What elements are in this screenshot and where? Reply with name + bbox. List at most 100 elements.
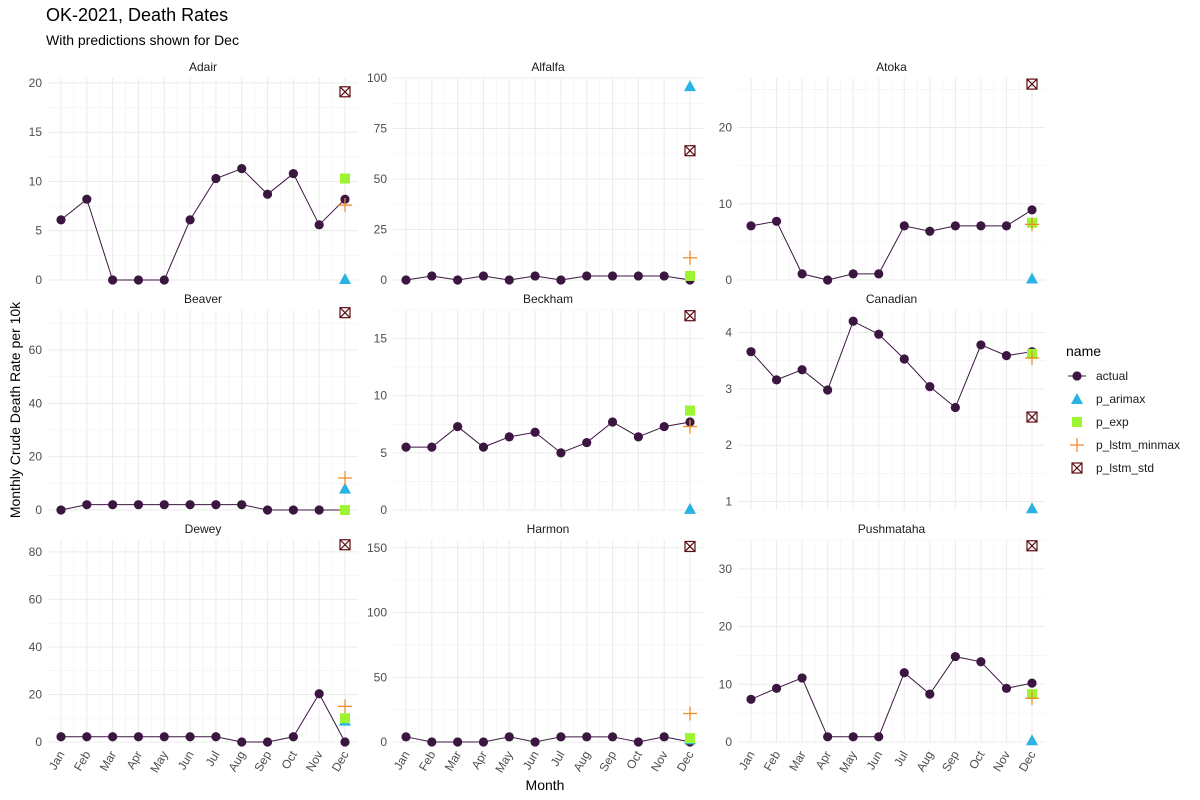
panel-title: Pushmataha (858, 522, 926, 536)
actual-point (899, 221, 909, 231)
actual-point (1027, 678, 1037, 688)
actual-point (401, 275, 411, 285)
y-tick-label: 20 (29, 76, 43, 90)
actual-point (185, 215, 195, 225)
x-tick-label: Sep (939, 748, 962, 774)
actual-point (262, 505, 273, 515)
p_arimax-point (339, 482, 351, 494)
actual-point (659, 271, 669, 281)
p_arimax-point (339, 273, 351, 285)
actual-point (771, 683, 782, 693)
panel-beckham: 0 5 10 15 Beckham (374, 292, 703, 517)
y-tick-label: 0 (35, 735, 42, 749)
actual-point (237, 164, 247, 174)
panel-pushmataha: 0 10 20 30 Pushmataha Jan Feb Mar Apr May Jun Jul Au… (719, 522, 1045, 775)
panel-harmon: 0 50 100 150 Harmon Jan Feb Mar Apr May Jun Jul Aug S… (367, 522, 703, 775)
actual-point (133, 275, 144, 285)
y-tick-label: 25 (374, 223, 388, 237)
actual-point (288, 505, 298, 515)
y-tick-label: 5 (35, 224, 42, 238)
x-tick-label: Jul (891, 749, 911, 769)
actual-point (453, 737, 463, 747)
y-tick-label: 0 (380, 735, 387, 749)
y-tick-label: 4 (725, 326, 732, 340)
actual-point (607, 271, 618, 281)
actual-point (950, 651, 960, 662)
panel-title: Canadian (866, 292, 917, 306)
y-tick-label: 15 (374, 332, 388, 346)
x-tick-label: Feb (761, 748, 784, 773)
y-tick-label: 60 (29, 343, 43, 357)
y-tick-label: 100 (367, 606, 387, 620)
x-tick-label: Mar (97, 749, 119, 774)
p_exp-point (340, 173, 350, 184)
legend-key-p_exp (1072, 417, 1082, 427)
x-tick-label: Apr (469, 749, 490, 772)
x-tick-label: Jan (391, 749, 413, 773)
actual-point (556, 275, 566, 285)
y-tick-label: 100 (367, 71, 387, 85)
p_lstm_std-point (684, 540, 696, 553)
x-tick-label: Feb (71, 748, 94, 773)
legend: name actual p_arimax p_exp p_lstm_minmax p_ls… (1066, 343, 1180, 475)
actual-point (108, 500, 118, 510)
actual-point (1001, 351, 1012, 361)
panel-alfalfa: 0 25 50 75 100 Alfalfa (367, 60, 703, 287)
p_arimax-point (684, 80, 696, 92)
x-tick-label: May (147, 749, 170, 776)
x-tick-label: Mar (786, 749, 808, 774)
actual-point (823, 732, 833, 742)
actual-point (288, 168, 298, 179)
actual-point (427, 271, 437, 281)
p_lstm_std-point (1026, 411, 1038, 423)
legend-key-actual (1072, 371, 1082, 381)
actual-point (950, 402, 960, 413)
actual-point (607, 417, 618, 427)
p_lstm_std-point (684, 310, 696, 322)
actual-point (976, 657, 986, 667)
actual-line (60, 168, 346, 281)
actual-point (746, 694, 756, 704)
y-tick-label: 2 (725, 438, 732, 452)
actual-point (556, 448, 566, 458)
actual-point (771, 375, 782, 385)
panel-adair: 0 5 10 15 20 Adair (29, 60, 358, 287)
actual-point (607, 732, 618, 742)
legend-label: actual (1096, 369, 1128, 383)
y-tick-label: 0 (380, 503, 387, 517)
legend-item-p_lstm_minmax: p_lstm_minmax (1070, 438, 1180, 452)
actual-point (314, 505, 324, 515)
actual-point (133, 732, 144, 742)
chart-title: OK-2021, Death Rates (46, 5, 229, 25)
actual-point (848, 732, 858, 742)
y-tick-label: 20 (719, 620, 733, 634)
actual-point (848, 316, 858, 326)
actual-point (633, 271, 643, 281)
x-tick-label: Apr (813, 749, 834, 772)
y-tick-label: 50 (374, 670, 388, 684)
actual-point (262, 737, 273, 747)
actual-point (314, 689, 324, 699)
actual-point (159, 275, 169, 285)
actual-point (82, 732, 92, 742)
actual-line (406, 421, 691, 454)
y-tick-label: 10 (719, 677, 733, 691)
y-tick-label: 40 (29, 640, 43, 654)
x-tick-label: May (836, 749, 859, 776)
actual-point (185, 500, 195, 510)
actual-point (874, 329, 884, 339)
x-tick-label: Aug (571, 749, 594, 774)
p_lstm_minmax-point (683, 419, 697, 434)
actual-point (659, 732, 669, 742)
x-tick-label: Oct (624, 748, 646, 772)
y-tick-label: 30 (719, 562, 733, 576)
actual-point (211, 173, 221, 184)
chart-subtitle: With predictions shown for Dec (46, 32, 239, 48)
actual-point (530, 271, 540, 281)
y-tick-label: 15 (29, 125, 43, 139)
actual-point (746, 347, 756, 357)
actual-point (797, 365, 807, 375)
actual-point (976, 221, 986, 231)
p_lstm_std-point (1026, 540, 1038, 552)
p_lstm_minmax-point (1025, 691, 1039, 706)
